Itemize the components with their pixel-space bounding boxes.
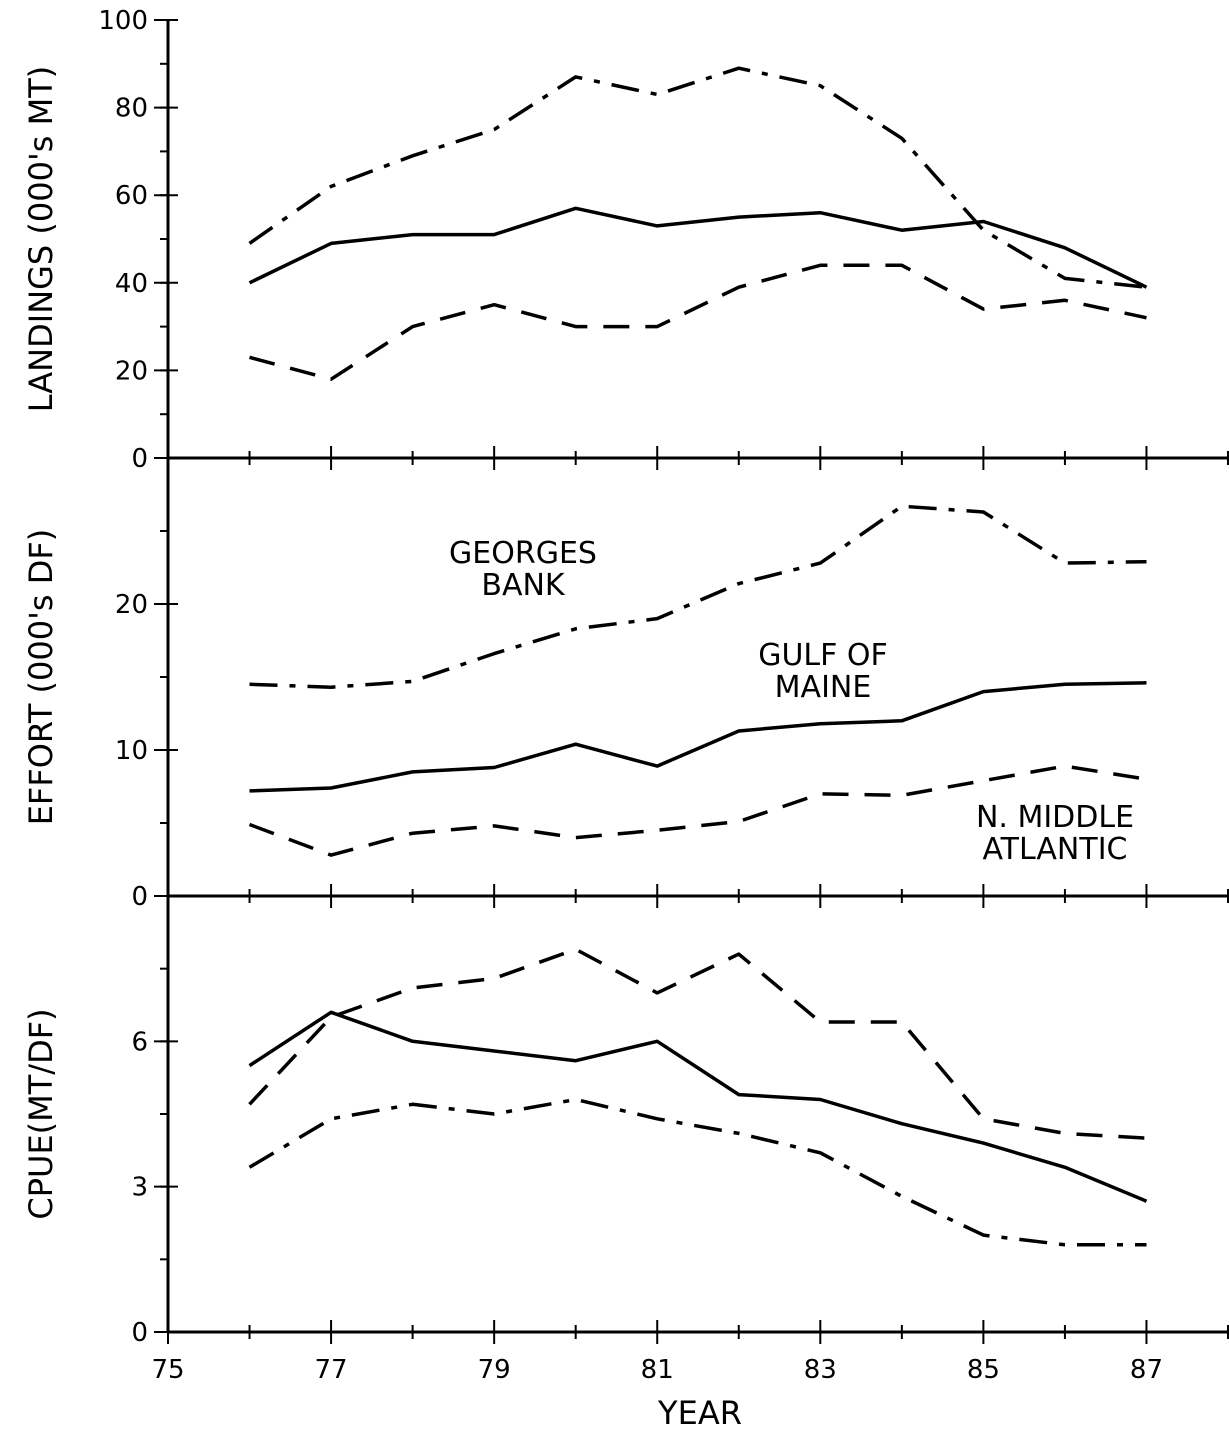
series-annotation-label: GEORGES	[449, 536, 597, 571]
cpue-series-dashdot	[248, 1097, 1147, 1247]
cpue-series-solid	[248, 1010, 1148, 1203]
chart-frame	[166, 20, 1228, 1334]
series-annotation-label: GULF OF	[758, 638, 888, 673]
x-tick-label: 85	[967, 1355, 1000, 1385]
y-tick-label: 80	[115, 94, 148, 124]
series-annotation-label: MAINE	[775, 670, 872, 705]
series-annotation-label: N. MIDDLE	[976, 800, 1134, 835]
y-tick-label: 0	[131, 882, 148, 912]
landings-series-solid	[248, 206, 1148, 289]
cpue-series-dashed	[248, 947, 1147, 1140]
landings-series-dashdot	[248, 66, 1147, 289]
landings-axis-title: LANDINGS (000's MT)	[22, 66, 60, 413]
x-tick-label: 77	[315, 1355, 348, 1385]
y-tick-label: 60	[115, 181, 148, 211]
y-tick-label: 0	[131, 1318, 148, 1348]
cpue-panel: 0 3 6 CPUE(MT/DF)	[22, 895, 1229, 1348]
y-tick-label: 0	[131, 444, 148, 474]
y-tick-label: 40	[115, 269, 148, 299]
x-tick-label: 79	[478, 1355, 511, 1385]
x-axis: 75 77 79 81 83 85 87	[151, 1355, 1163, 1385]
effort-series-dashdot	[249, 504, 1147, 689]
cpue-axis-title: CPUE(MT/DF)	[22, 1008, 60, 1219]
landings-series-dashed	[249, 263, 1147, 381]
y-tick-label: 6	[131, 1027, 148, 1057]
y-tick-label: 20	[115, 356, 148, 386]
y-tick-label: 20	[115, 590, 148, 620]
effort-axis-title: EFFORT (000's DF)	[22, 529, 60, 826]
x-tick-label: 87	[1130, 1355, 1163, 1385]
x-axis-title: YEAR	[657, 1394, 742, 1432]
series-annotation-label: BANK	[481, 568, 566, 603]
x-tick-label: 81	[641, 1355, 674, 1385]
y-tick-label: 100	[98, 6, 148, 36]
x-tick-label: 83	[804, 1355, 837, 1385]
landings-panel: 0 20 40 60 80 100 LANDINGS (000's MT)	[22, 6, 1229, 474]
effort-series-dashed	[248, 764, 1147, 857]
x-tick-label: 75	[151, 1355, 184, 1385]
y-tick-label: 3	[131, 1173, 148, 1203]
series-annotation-label: ATLANTIC	[982, 832, 1127, 867]
effort-series-solid	[249, 681, 1147, 793]
y-tick-label: 10	[115, 736, 148, 766]
